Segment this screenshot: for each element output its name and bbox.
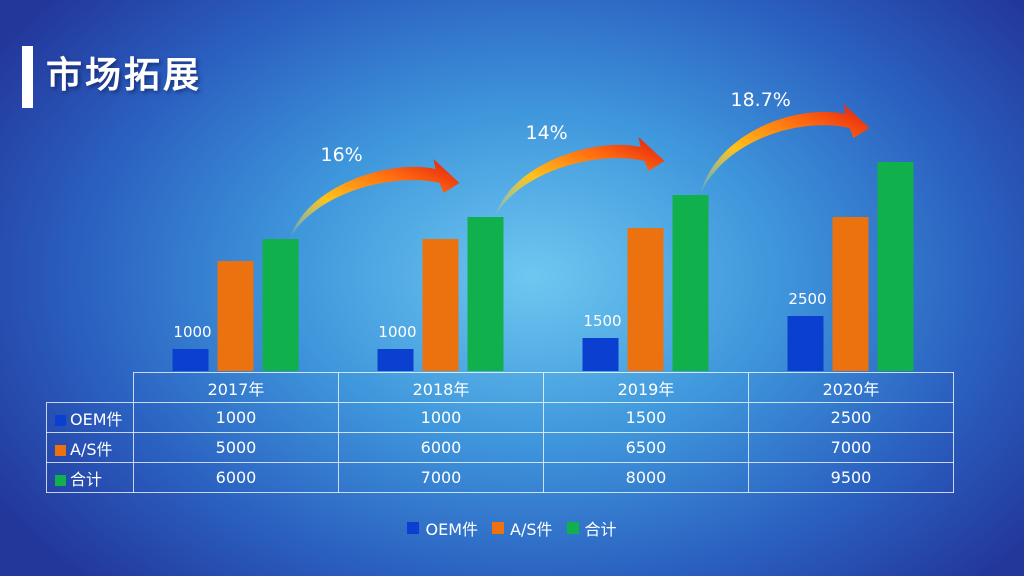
legend-swatch [407,522,420,534]
bar-2-2 [672,195,709,371]
table-cell-1-0: 5000 [133,432,339,463]
table-cell-2-0: 6000 [133,462,339,493]
legend-item-0: OEM件 [407,516,478,540]
table-header-row: 2017年 2018年 2019年 2020年 [46,372,954,403]
legend-label: A/S件 [510,520,553,539]
page-title: 市场拓展 [46,55,203,96]
table-row-header: A/S件 [46,432,134,463]
table-cell-0-0: 1000 [133,402,339,433]
legend: OEM件 A/S件 合计 [0,516,1024,540]
growth-arrow-2 [700,104,870,193]
table-cell-2-1: 7000 [338,462,544,493]
data-label-1: 1000 [378,323,416,341]
table-header-2: 2019年 [543,372,749,403]
growth-label-2: 18.7% [731,89,791,111]
bar-2-0 [262,239,299,371]
legend-swatch [492,522,504,534]
table-row: A/S件 5000 6000 6500 7000 [46,432,954,463]
table-row: OEM件 1000 1000 1500 2500 [46,402,954,433]
bar-1-2 [627,228,664,371]
bar-1-3 [832,217,869,371]
growth-arrow-0 [290,159,460,237]
bar-2-1 [467,217,504,371]
legend-swatch [566,522,579,534]
table-cell-0-2: 1500 [543,402,749,433]
table-row-header: 合计 [46,462,134,493]
data-label-0: 1000 [173,323,211,341]
growth-arrow-1 [495,137,665,215]
series-name: OEM件 [70,409,123,429]
bar-0-1 [377,349,414,371]
table-header-3: 2020年 [748,372,954,403]
title-accent-bar [22,46,33,108]
table-cell-1-3: 7000 [748,432,954,463]
series-swatch [55,444,66,456]
table-cell-1-2: 6500 [543,432,749,463]
table-row-header: OEM件 [46,402,134,433]
series-name: A/S件 [70,439,113,459]
table-row: 合计 6000 7000 8000 9500 [46,462,954,493]
series-swatch [55,474,66,486]
bar-0-2 [582,338,619,371]
table-cell-2-2: 8000 [543,462,749,493]
bar-2-3 [877,162,914,371]
data-label-2: 1500 [583,312,621,330]
table-cell-0-3: 2500 [748,402,954,433]
table-header-1: 2018年 [338,372,544,403]
bar-1-0 [217,261,254,371]
bar-0-0 [172,349,209,371]
series-name: 合计 [70,469,103,489]
data-label-3: 2500 [788,290,826,308]
legend-label: 合计 [584,520,617,539]
series-swatch [55,414,66,426]
legend-item-1: A/S件 [492,516,553,540]
table-cell-0-1: 1000 [338,402,544,433]
table-cell-2-3: 9500 [748,462,954,493]
legend-item-2: 合计 [566,516,617,540]
data-table: 2017年 2018年 2019年 2020年 OEM件 1000 1000 1500 250… [46,372,954,493]
legend-label: OEM件 [425,520,478,539]
table-header-0: 2017年 [133,372,339,403]
bar-1-1 [422,239,459,371]
growth-label-1: 14% [526,122,568,144]
bar-0-3 [787,316,824,371]
growth-label-0: 16% [321,144,363,166]
table-corner [46,372,134,403]
table-cell-1-1: 6000 [338,432,544,463]
